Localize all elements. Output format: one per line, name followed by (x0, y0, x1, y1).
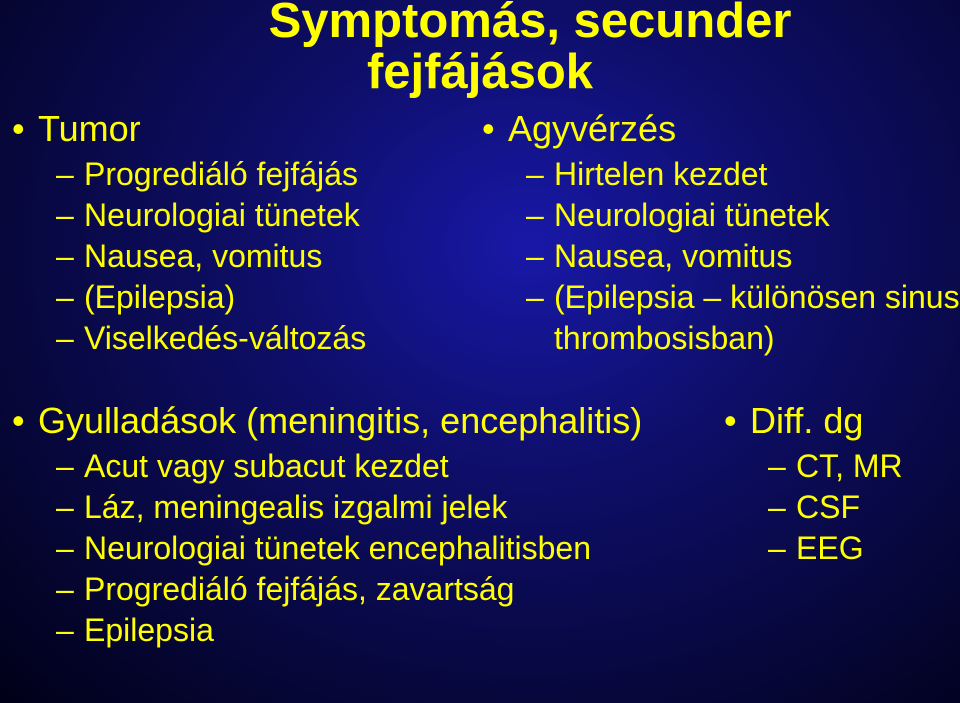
title-line-1: Symptomás, secunder (0, 0, 960, 47)
bullet-gyulladasok: Gyulladások (meningitis, encephalitis) A… (8, 398, 708, 651)
list-item: Viselkedés-változás (38, 318, 470, 359)
bullet-diffdg-label: Diff. dg (750, 400, 863, 441)
list-item: Neurologiai tünetek encephalitisben (38, 528, 708, 569)
list-item: (Epilepsia) (38, 277, 470, 318)
list-item: Neurologiai tünetek (38, 195, 470, 236)
list-item: EEG (750, 528, 950, 569)
column-right: Agyvérzés Hirtelen kezdet Neurologiai tü… (470, 106, 960, 359)
list-item: CSF (750, 487, 950, 528)
bottom-right-block: Diff. dg CT, MR CSF EEG (720, 398, 950, 569)
list-item: Acut vagy subacut kezdet (38, 446, 708, 487)
list-item: Hirtelen kezdet (508, 154, 960, 195)
slide: Symptomás, secunder fejfájások Tumor Pro… (0, 0, 960, 703)
bullet-tumor-label: Tumor (38, 108, 141, 149)
list-item: Nausea, vomitus (38, 236, 470, 277)
bullet-agyverzes: Agyvérzés Hirtelen kezdet Neurologiai tü… (478, 106, 960, 359)
bullet-agyverzes-label: Agyvérzés (508, 108, 676, 149)
upper-columns: Tumor Progrediáló fejfájás Neurologiai t… (0, 106, 960, 359)
list-item: Láz, meningealis izgalmi jelek (38, 487, 708, 528)
list-item: Nausea, vomitus (508, 236, 960, 277)
list-item: Neurologiai tünetek (508, 195, 960, 236)
list-item: Progrediáló fejfájás, zavartság (38, 569, 708, 610)
bullet-diffdg: Diff. dg CT, MR CSF EEG (720, 398, 950, 569)
bottom-left-block: Gyulladások (meningitis, encephalitis) A… (8, 398, 708, 651)
slide-title: Symptomás, secunder fejfájások (0, 0, 960, 99)
bullet-tumor: Tumor Progrediáló fejfájás Neurologiai t… (8, 106, 470, 359)
list-item: Epilepsia (38, 610, 708, 651)
list-item: (Epilepsia – különösen sinus thrombosisb… (508, 277, 960, 359)
column-left: Tumor Progrediáló fejfájás Neurologiai t… (0, 106, 470, 359)
title-line-2: fejfájások (0, 47, 960, 98)
list-item: CT, MR (750, 446, 950, 487)
bullet-gyulladasok-label: Gyulladások (meningitis, encephalitis) (38, 400, 642, 441)
list-item: Progrediáló fejfájás (38, 154, 470, 195)
